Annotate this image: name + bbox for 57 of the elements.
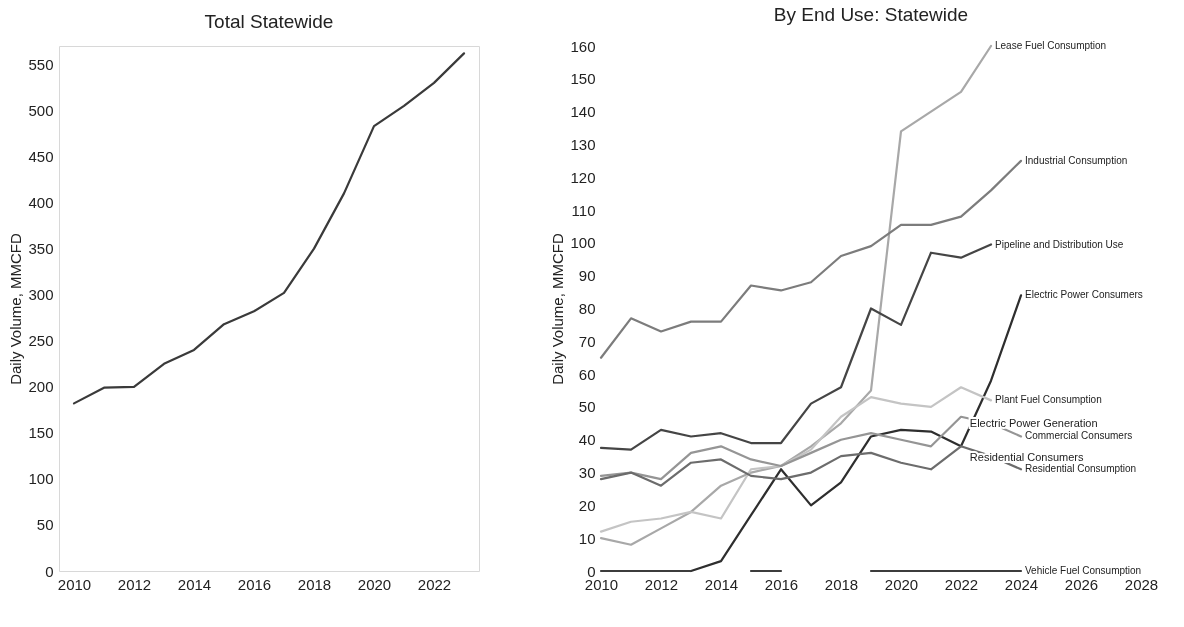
y-tick-label: 130 bbox=[570, 135, 596, 153]
x-tick-label: 2026 bbox=[1064, 575, 1099, 593]
y-tick-label: 150 bbox=[28, 424, 54, 442]
x-tick-label: 2024 bbox=[1004, 575, 1039, 593]
y-tick-label: 160 bbox=[570, 37, 596, 55]
y-axis-title: Daily Volume, MMCFD bbox=[549, 232, 567, 385]
y-tick-label: 100 bbox=[570, 234, 596, 252]
x-tick-label: 2020 bbox=[884, 575, 919, 593]
y-tick-label: 0 bbox=[45, 562, 54, 580]
x-tick-label: 2016 bbox=[237, 575, 272, 593]
y-tick-label: 10 bbox=[578, 529, 596, 547]
x-tick-label: 2022 bbox=[944, 575, 979, 593]
y-tick-label: 20 bbox=[578, 496, 596, 514]
y-tick-label: 300 bbox=[28, 286, 54, 304]
y-tick-label: 50 bbox=[578, 398, 596, 416]
y-tick-label: 350 bbox=[28, 240, 54, 258]
chart-title: Total Statewide bbox=[204, 11, 334, 32]
y-tick-label: 250 bbox=[28, 332, 54, 350]
y-tick-label: 500 bbox=[28, 101, 54, 119]
y-tick-label: 50 bbox=[36, 516, 54, 534]
y-tick-label: 120 bbox=[570, 168, 596, 186]
y-tick-label: 30 bbox=[578, 464, 596, 482]
y-tick-label: 0 bbox=[587, 562, 596, 580]
x-tick-label: 2014 bbox=[704, 575, 739, 593]
y-tick-label: 100 bbox=[28, 470, 54, 488]
x-tick-label: 2010 bbox=[57, 575, 92, 593]
y-tick-label: 70 bbox=[578, 332, 596, 350]
y-tick-label: 200 bbox=[28, 378, 54, 396]
y-tick-label: 550 bbox=[28, 55, 54, 73]
series-label: Commercial Consumers bbox=[1025, 430, 1133, 442]
x-tick-label: 2020 bbox=[357, 575, 392, 593]
x-tick-label: 2022 bbox=[417, 575, 452, 593]
x-tick-label: 2028 bbox=[1124, 575, 1159, 593]
y-tick-label: 110 bbox=[571, 201, 596, 219]
series-label: Pipeline and Distribution Use bbox=[995, 238, 1124, 250]
y-tick-label: 400 bbox=[28, 194, 54, 212]
x-tick-label: 2012 bbox=[644, 575, 679, 593]
series-label: Plant Fuel Consumption bbox=[995, 394, 1102, 406]
y-tick-label: 140 bbox=[570, 103, 596, 121]
y-tick-label: 450 bbox=[28, 148, 54, 166]
x-tick-label: 2018 bbox=[297, 575, 332, 593]
x-tick-label: 2018 bbox=[824, 575, 859, 593]
x-tick-label: 2012 bbox=[117, 575, 152, 593]
x-tick-label: 2014 bbox=[177, 575, 212, 593]
y-tick-label: 150 bbox=[570, 70, 596, 88]
series-label: Lease Fuel Consumption bbox=[995, 40, 1107, 51]
y-tick-label: 40 bbox=[578, 431, 596, 449]
series-label: Industrial Consumption bbox=[1025, 154, 1128, 166]
y-axis-title: Daily Volume, MMCFD bbox=[7, 232, 25, 385]
y-tick-label: 80 bbox=[578, 300, 596, 317]
y-tick-label: 60 bbox=[578, 365, 596, 383]
y-tick-label: 90 bbox=[578, 267, 596, 285]
chart-title: By End Use: Statewide bbox=[773, 4, 969, 25]
series-label: Residential Consumption bbox=[1025, 463, 1137, 475]
series-label: Electric Power Consumers bbox=[1025, 289, 1143, 301]
series-label: Vehicle Fuel Consumption bbox=[1025, 565, 1142, 576]
x-tick-label: 2016 bbox=[764, 575, 799, 593]
